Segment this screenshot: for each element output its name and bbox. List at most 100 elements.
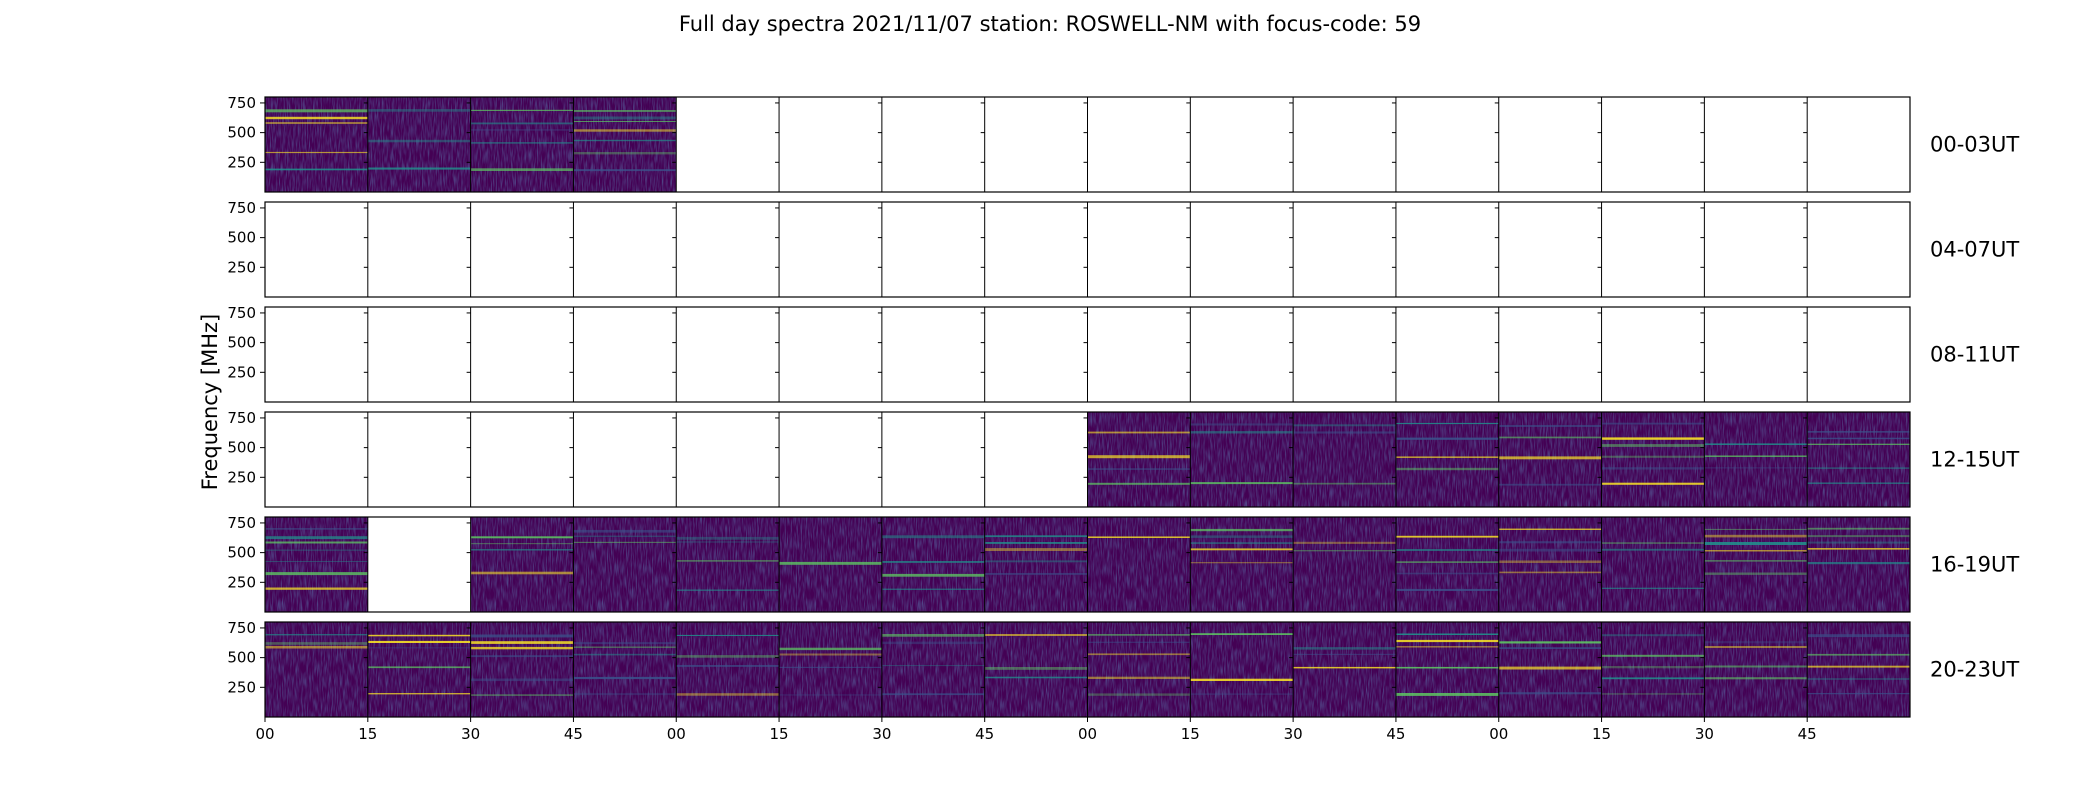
signal-band (573, 535, 677, 537)
spectrum-noise (1395, 517, 1499, 612)
signal-band (1087, 653, 1191, 656)
spectrum-panel (775, 622, 882, 717)
signal-band (1498, 571, 1602, 574)
empty-panel (1498, 307, 1602, 402)
row-label: 00-03UT (1930, 133, 2019, 157)
signal-band (984, 634, 1088, 636)
signal-band (1807, 541, 1910, 544)
signal-band (1704, 572, 1808, 575)
empty-panel (470, 307, 574, 402)
empty-panel (1395, 307, 1499, 402)
spectrum-panel (265, 97, 368, 192)
signal-band (573, 152, 677, 155)
signal-band (881, 561, 985, 563)
signal-band (1601, 467, 1705, 470)
x-tick-label: 15 (770, 725, 789, 743)
signal-band (265, 572, 368, 576)
signal-band (1190, 431, 1294, 434)
spectrum-panel (672, 412, 780, 507)
x-tick-label: 00 (667, 725, 686, 743)
signal-band (1293, 431, 1396, 434)
spectrum-noise (1704, 412, 1808, 507)
y-tick-label: 500 (227, 439, 256, 457)
spectrum-noise (1293, 412, 1396, 507)
spectrum-panel (1083, 307, 1191, 402)
spectrum-panel (466, 517, 574, 612)
spectrum-panel (672, 97, 780, 192)
spectrum-noise (265, 517, 368, 612)
spectrum-noise (470, 517, 574, 612)
spectrum-panel (1186, 307, 1294, 402)
signal-band (1601, 587, 1705, 589)
spectrum-noise (573, 97, 677, 192)
signal-band (265, 561, 368, 562)
spectrum-panel (1186, 412, 1294, 507)
empty-panel (1807, 307, 1910, 402)
spectrum-noise (984, 622, 1088, 717)
chart-title: Full day spectra 2021/11/07 station: ROS… (679, 12, 1421, 36)
empty-panel (1498, 97, 1602, 192)
spectrum-noise (676, 622, 780, 717)
empty-panel (573, 412, 677, 507)
signal-band (573, 541, 677, 543)
spectrum-noise (1395, 412, 1499, 507)
signal-band (1498, 541, 1602, 544)
signal-band (1395, 693, 1499, 696)
x-tick-label: 30 (461, 725, 480, 743)
spectrum-panel (1289, 202, 1396, 297)
spectrum-panel (775, 97, 882, 192)
signal-band (1807, 562, 1910, 565)
spectrum-panel (672, 517, 780, 612)
signal-band (1293, 647, 1396, 650)
signal-band (1498, 647, 1602, 649)
signal-band (881, 535, 985, 539)
signal-band (1498, 560, 1602, 563)
signal-band (1087, 536, 1191, 538)
signal-band (470, 543, 574, 545)
signal-band (1087, 693, 1191, 696)
signal-band (1601, 693, 1705, 695)
signal-band (881, 588, 985, 590)
row-label: 16-19UT (1930, 553, 2019, 577)
signal-band (1395, 549, 1499, 551)
spectrum-noise (1190, 622, 1294, 717)
signal-band (1601, 437, 1705, 440)
spectrum-noise (1498, 517, 1602, 612)
spectrum-panel (672, 622, 780, 717)
signal-band (1704, 455, 1808, 457)
signal-band (1293, 550, 1396, 552)
signal-band (1498, 641, 1602, 644)
empty-panel (881, 307, 985, 402)
x-tick-label: 45 (1386, 725, 1405, 743)
signal-band (1293, 482, 1396, 485)
y-tick-label: 500 (227, 124, 256, 142)
row-08-11UT: 250 500 750 08-11UT (227, 304, 2019, 403)
y-tick-label: 750 (227, 514, 256, 532)
row-frame (264, 411, 1911, 508)
spectrum-panel (569, 97, 677, 192)
signal-band (1087, 634, 1191, 636)
signal-band (676, 665, 780, 667)
spectrum-panel (1083, 622, 1191, 717)
signal-band (1704, 641, 1808, 644)
signal-band (881, 634, 985, 637)
signal-band (470, 536, 574, 539)
signal-band (470, 646, 574, 650)
spectrum-panel (877, 412, 985, 507)
signal-band (1395, 572, 1499, 575)
empty-panel (1395, 202, 1499, 297)
empty-panel (779, 307, 882, 402)
signal-band (881, 573, 985, 577)
signal-band (984, 560, 1088, 563)
signal-band (265, 151, 368, 154)
signal-band (1293, 541, 1396, 544)
spectrum-panel (1597, 202, 1705, 297)
empty-panel (779, 97, 882, 192)
row-20-23UT: 250 500 750 20-23UT (227, 619, 2019, 718)
spectrum-panel (1391, 517, 1499, 612)
signal-band (779, 653, 882, 656)
y-tick-label: 250 (227, 153, 256, 171)
spectrum-panel (1494, 202, 1602, 297)
signal-band (573, 129, 677, 132)
